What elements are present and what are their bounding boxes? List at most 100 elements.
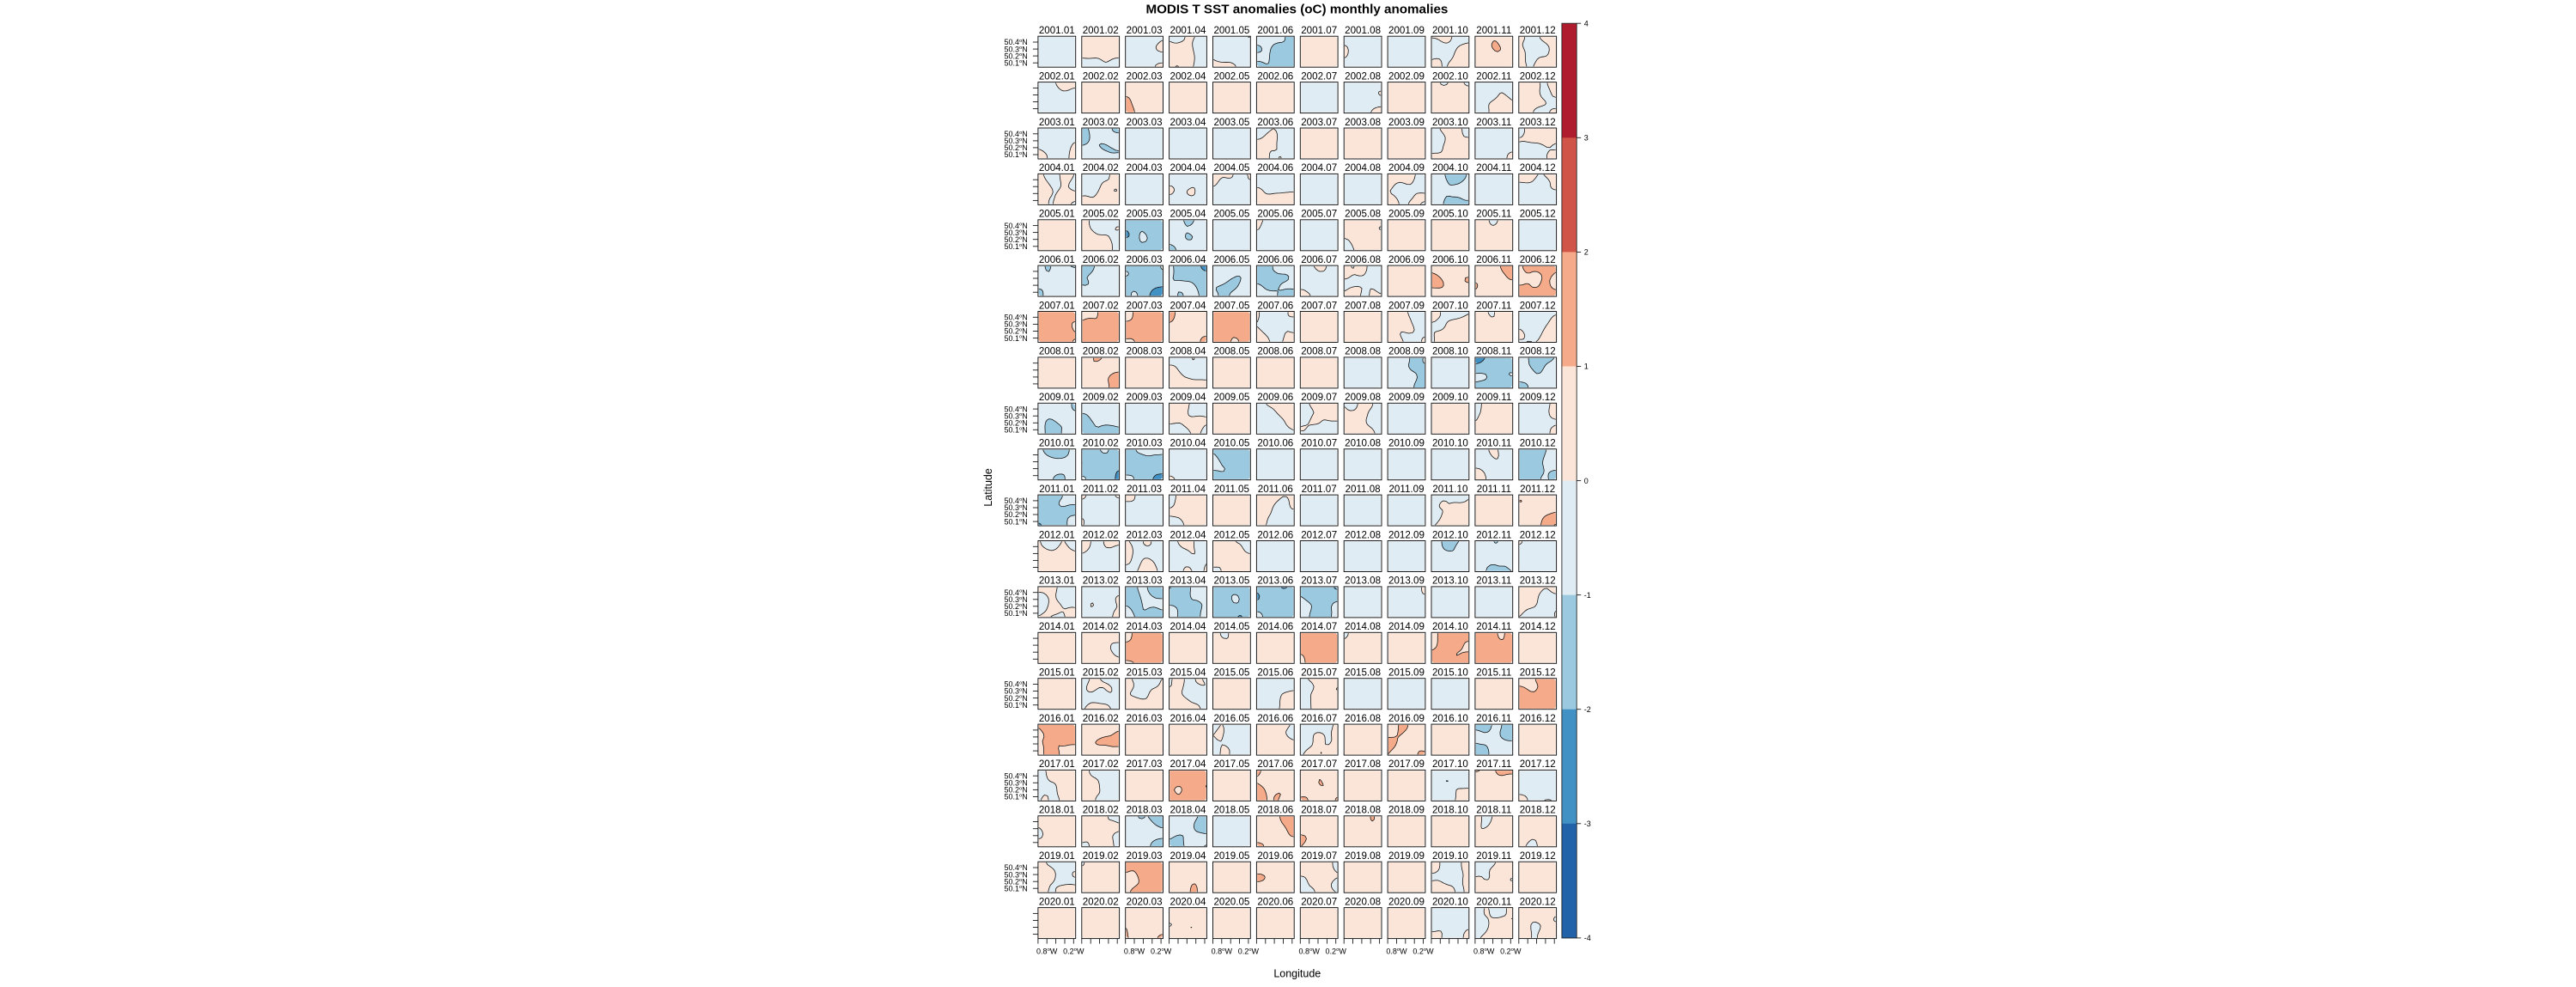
svg-text:2014.10: 2014.10 [1432,621,1468,632]
svg-text:50.2oN: 50.2oN [1004,694,1027,703]
svg-text:2010.10: 2010.10 [1432,438,1468,449]
svg-text:2003.07: 2003.07 [1301,117,1337,128]
svg-text:2019.01: 2019.01 [1039,850,1075,862]
svg-text:2016.05: 2016.05 [1213,713,1249,724]
svg-text:2001.09: 2001.09 [1388,25,1425,36]
svg-text:2014.09: 2014.09 [1388,621,1425,632]
svg-text:2009.04: 2009.04 [1170,392,1206,403]
svg-text:2013.10: 2013.10 [1432,576,1468,587]
svg-text:2010.03: 2010.03 [1127,438,1163,449]
svg-text:2019.07: 2019.07 [1301,850,1337,862]
svg-text:50.4oN: 50.4oN [1004,680,1027,689]
svg-text:2016.06: 2016.06 [1257,713,1293,724]
svg-text:2012.08: 2012.08 [1345,529,1381,540]
svg-text:2020.02: 2020.02 [1083,896,1119,907]
svg-text:0.8oW: 0.8oW [1036,947,1058,955]
svg-text:2001.02: 2001.02 [1083,25,1119,36]
svg-text:2009.12: 2009.12 [1520,392,1556,403]
svg-text:2001.08: 2001.08 [1345,25,1381,36]
svg-text:2005.10: 2005.10 [1432,209,1468,220]
svg-text:2005.09: 2005.09 [1388,209,1425,220]
svg-text:2008.08: 2008.08 [1345,346,1381,357]
svg-text:2002.06: 2002.06 [1257,70,1293,82]
svg-text:-4: -4 [1584,934,1591,942]
svg-text:0.2oW: 0.2oW [1238,947,1260,955]
svg-text:2017.01: 2017.01 [1039,759,1075,770]
svg-text:2020.08: 2020.08 [1345,896,1381,907]
svg-text:2020.06: 2020.06 [1257,896,1293,907]
svg-text:0.8oW: 0.8oW [1212,947,1233,955]
svg-text:50.2oN: 50.2oN [1004,327,1027,336]
svg-text:2015.11: 2015.11 [1476,667,1511,679]
svg-text:2002.05: 2002.05 [1213,70,1249,82]
svg-text:2006.10: 2006.10 [1432,254,1468,265]
svg-text:2006.07: 2006.07 [1301,254,1337,265]
svg-text:50.2oN: 50.2oN [1004,52,1027,60]
svg-text:2015.09: 2015.09 [1388,667,1425,679]
svg-text:2001.11: 2001.11 [1476,25,1511,36]
svg-text:2017.09: 2017.09 [1388,759,1425,770]
svg-text:2016.11: 2016.11 [1476,713,1511,724]
svg-text:2018.12: 2018.12 [1520,805,1556,816]
svg-text:2005.01: 2005.01 [1039,209,1075,220]
svg-text:MODIS T SST anomalies (oC) mon: MODIS T SST anomalies (oC) monthly anoma… [1145,3,1448,17]
svg-text:2008.09: 2008.09 [1388,346,1425,357]
svg-text:2001.01: 2001.01 [1039,25,1075,36]
svg-text:2: 2 [1584,248,1589,257]
svg-text:2006.04: 2006.04 [1170,254,1206,265]
svg-text:2004.12: 2004.12 [1520,162,1556,174]
svg-text:2004.01: 2004.01 [1039,162,1075,174]
svg-text:2005.04: 2005.04 [1170,209,1206,220]
svg-text:2014.05: 2014.05 [1213,621,1249,632]
svg-text:2020.07: 2020.07 [1301,896,1337,907]
svg-text:2018.03: 2018.03 [1127,805,1163,816]
svg-text:2014.03: 2014.03 [1127,621,1163,632]
svg-text:2019.05: 2019.05 [1213,850,1249,862]
svg-text:50.1oN: 50.1oN [1004,793,1027,801]
svg-text:2004.07: 2004.07 [1301,162,1337,174]
svg-text:2009.09: 2009.09 [1388,392,1425,403]
svg-text:2005.11: 2005.11 [1476,209,1511,220]
svg-text:50.4oN: 50.4oN [1004,863,1027,872]
svg-text:2019.12: 2019.12 [1520,850,1556,862]
svg-text:2011.12: 2011.12 [1520,484,1555,495]
svg-text:2008.06: 2008.06 [1257,346,1293,357]
svg-text:2013.08: 2013.08 [1345,576,1381,587]
svg-text:3: 3 [1584,134,1589,143]
svg-text:0.2oW: 0.2oW [1413,947,1434,955]
svg-text:50.3oN: 50.3oN [1004,137,1027,145]
svg-text:50.4oN: 50.4oN [1004,222,1027,230]
svg-text:50.4oN: 50.4oN [1004,588,1027,597]
svg-text:2002.11: 2002.11 [1476,70,1511,82]
svg-text:2020.01: 2020.01 [1039,896,1075,907]
svg-text:2019.09: 2019.09 [1388,850,1425,862]
svg-text:2006.05: 2006.05 [1213,254,1249,265]
svg-text:2011.07: 2011.07 [1302,484,1337,495]
svg-text:2014.02: 2014.02 [1083,621,1119,632]
svg-text:2018.08: 2018.08 [1345,805,1381,816]
svg-text:2013.09: 2013.09 [1388,576,1425,587]
svg-text:2008.11: 2008.11 [1476,346,1511,357]
svg-text:2009.01: 2009.01 [1039,392,1075,403]
svg-text:2009.10: 2009.10 [1432,392,1468,403]
svg-text:2005.06: 2005.06 [1257,209,1293,220]
svg-text:2016.10: 2016.10 [1432,713,1468,724]
svg-text:50.3oN: 50.3oN [1004,228,1027,237]
svg-text:2013.04: 2013.04 [1170,576,1206,587]
svg-text:2009.05: 2009.05 [1213,392,1249,403]
svg-text:50.1oN: 50.1oN [1004,334,1027,343]
svg-text:2007.04: 2007.04 [1170,300,1206,311]
svg-text:50.1oN: 50.1oN [1004,242,1027,251]
svg-text:2004.10: 2004.10 [1432,162,1468,174]
svg-text:Latitude: Latitude [982,468,994,507]
svg-text:2007.01: 2007.01 [1039,300,1075,311]
svg-text:2010.06: 2010.06 [1257,438,1293,449]
svg-text:2015.10: 2015.10 [1432,667,1468,679]
svg-text:2016.07: 2016.07 [1301,713,1337,724]
svg-text:2009.03: 2009.03 [1127,392,1163,403]
svg-text:2007.06: 2007.06 [1257,300,1293,311]
svg-text:2012.10: 2012.10 [1432,529,1468,540]
svg-text:2010.05: 2010.05 [1213,438,1249,449]
svg-text:2007.05: 2007.05 [1213,300,1249,311]
svg-text:2008.12: 2008.12 [1520,346,1556,357]
